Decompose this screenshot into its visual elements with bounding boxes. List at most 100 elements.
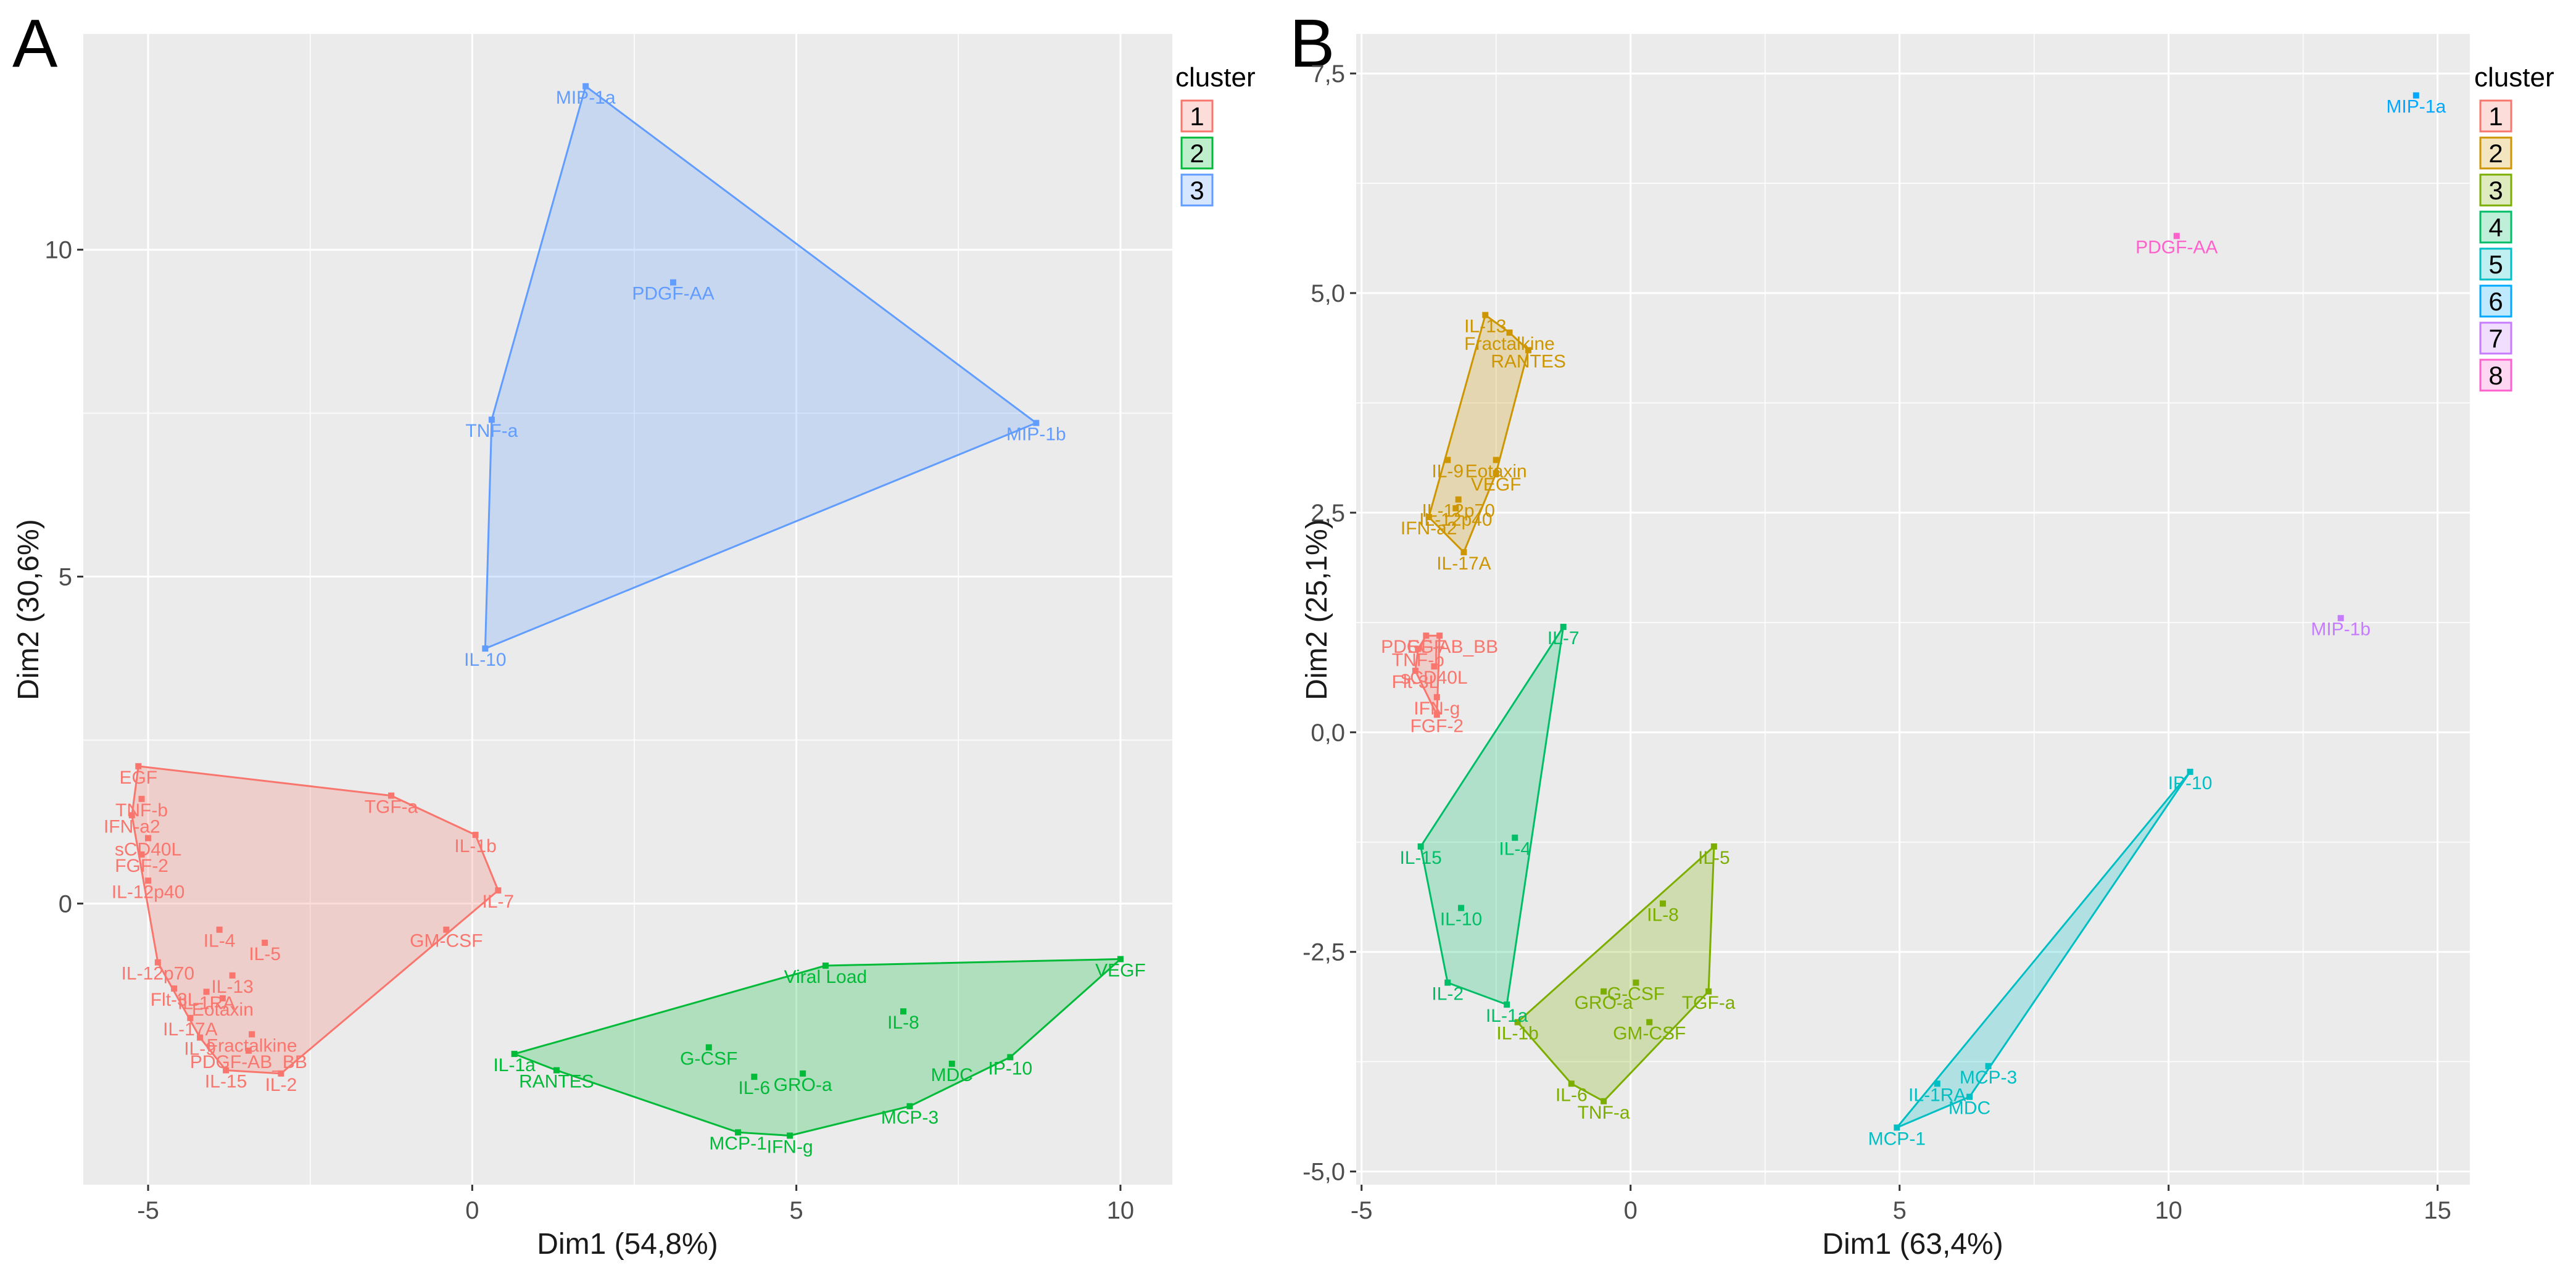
point-label: RANTES xyxy=(1491,352,1566,372)
point-label: Flt-3L xyxy=(1392,672,1439,692)
x-tick-label: 15 xyxy=(2424,1197,2451,1224)
point-label: IL-13 xyxy=(211,977,253,997)
point-label: IL-8 xyxy=(887,1013,919,1033)
point-label: MCP-3 xyxy=(881,1108,938,1128)
cluster-5-hull xyxy=(1896,771,2191,1129)
data-point xyxy=(1436,632,1443,639)
data-point xyxy=(1423,632,1430,639)
point-label: IL-4 xyxy=(1499,839,1531,860)
point-label: MCP-1 xyxy=(709,1133,766,1154)
point-label: MCP-3 xyxy=(1960,1067,2017,1088)
data-point xyxy=(223,1067,230,1074)
x-tick-label: 0 xyxy=(1624,1197,1638,1224)
data-point xyxy=(1560,623,1567,630)
data-point xyxy=(145,835,152,842)
x-tick-label: 10 xyxy=(1107,1197,1135,1224)
data-point xyxy=(900,1008,907,1015)
data-point xyxy=(1417,843,1424,850)
data-point xyxy=(488,416,495,423)
data-point xyxy=(705,1044,712,1051)
point-label: MCP-1 xyxy=(1868,1129,1926,1149)
data-point xyxy=(1425,514,1432,521)
legend-label-5: 5 xyxy=(2488,250,2503,279)
point-label: IL-1b xyxy=(1496,1024,1538,1044)
data-point xyxy=(800,1070,806,1077)
point-label: TNF-b xyxy=(115,800,168,821)
point-label: IL-17A xyxy=(1436,553,1491,574)
point-label: Fractalkine xyxy=(1464,334,1555,354)
plot-background-a xyxy=(83,34,1172,1185)
point-label: MDC xyxy=(1949,1098,1990,1119)
point-label: IP-10 xyxy=(988,1058,1032,1079)
legend-key-5 xyxy=(2479,247,2512,281)
legend-label-3: 3 xyxy=(2488,176,2503,205)
points-b: TNF-bEGFPDGF-AB_BBFlt-3LsCD40LIFN-gFGF-2… xyxy=(1381,92,2446,1149)
data-point xyxy=(388,792,395,799)
legend-title: cluster xyxy=(2474,62,2554,93)
legend-label-2: 2 xyxy=(2488,139,2503,168)
point-label: G-CSF xyxy=(1607,984,1665,1005)
data-point xyxy=(1504,1001,1510,1008)
point-label: IL-10 xyxy=(464,650,506,670)
data-point xyxy=(1444,979,1451,986)
point-label: VEGF xyxy=(1471,474,1522,495)
data-point xyxy=(443,926,450,933)
y-tick-label: 5,0 xyxy=(1311,280,1345,307)
point-label: IL-7 xyxy=(482,892,515,912)
y-tick-label: -5,0 xyxy=(1302,1159,1345,1186)
y-tick-label: 0,0 xyxy=(1311,719,1345,747)
data-point xyxy=(245,1047,252,1054)
data-point xyxy=(1482,312,1489,318)
point-label: IL-6 xyxy=(1555,1085,1588,1105)
data-point xyxy=(145,877,152,884)
point-label: sCD40L xyxy=(115,839,181,860)
point-label: IL-1b xyxy=(454,836,496,856)
data-point xyxy=(1633,979,1639,986)
data-point xyxy=(751,1074,758,1080)
point-label: IL-15 xyxy=(205,1072,247,1092)
point-label: IL-8 xyxy=(1647,905,1679,925)
point-label: IL-10 xyxy=(1440,909,1482,930)
data-point xyxy=(1493,470,1499,476)
legend-key-4 xyxy=(2479,210,2512,244)
y-tick-label: -2,5 xyxy=(1302,939,1345,966)
legend-label-7: 7 xyxy=(2488,324,2503,353)
axis-ticks-a: -5 0 5 10 0 5 10 xyxy=(45,237,1135,1224)
point-label: MIP-1a xyxy=(2386,97,2446,117)
data-point xyxy=(1007,1054,1014,1061)
panel-b: B TNF-bEGFPDGF-AB_BBFlt-3LsCD40LIFN-gFGF… xyxy=(1290,6,2554,1261)
data-point xyxy=(1412,668,1418,674)
point-label: IFN-a2 xyxy=(104,816,160,837)
point-label: Viral Load xyxy=(784,967,868,987)
data-point xyxy=(138,851,145,858)
point-label: IL-5 xyxy=(249,944,281,964)
point-label: IL-1a xyxy=(1486,1006,1528,1026)
point-label: IL-9 xyxy=(1431,461,1464,481)
axis-ticks-b: -5 0 5 10 15 -5,0 -2,5 0,0 2,5 5,0 7,5 xyxy=(1302,60,2451,1224)
y-axis-title-a: Dim2 (30,6%) xyxy=(12,519,45,700)
legend-label-1: 1 xyxy=(2488,102,2503,131)
point-label: PDGF-AA xyxy=(2135,237,2218,257)
legend-label-2: 2 xyxy=(1190,139,1204,168)
x-tick-label: 5 xyxy=(790,1197,803,1224)
point-label: FGF-2 xyxy=(1410,716,1464,736)
y-tick-label: 0 xyxy=(59,890,72,918)
gridlines-a xyxy=(83,34,1172,1185)
point-label: TGF-a xyxy=(1682,993,1736,1013)
point-label: IL-15 xyxy=(1399,848,1441,868)
x-tick-label: 0 xyxy=(465,1197,479,1224)
data-point xyxy=(1646,1019,1653,1025)
x-axis-title-a: Dim1 (54,8%) xyxy=(537,1228,718,1261)
legend-key-1 xyxy=(1180,99,1214,133)
cluster-1-hull xyxy=(1414,634,1441,715)
data-point xyxy=(1710,843,1717,850)
point-label: RANTES xyxy=(519,1072,594,1092)
data-point xyxy=(670,279,677,286)
legend-key-7 xyxy=(2479,321,2512,355)
point-label: IL-12p70 xyxy=(122,964,194,984)
point-label: MDC xyxy=(931,1065,973,1085)
point-label: EGF xyxy=(119,768,157,788)
